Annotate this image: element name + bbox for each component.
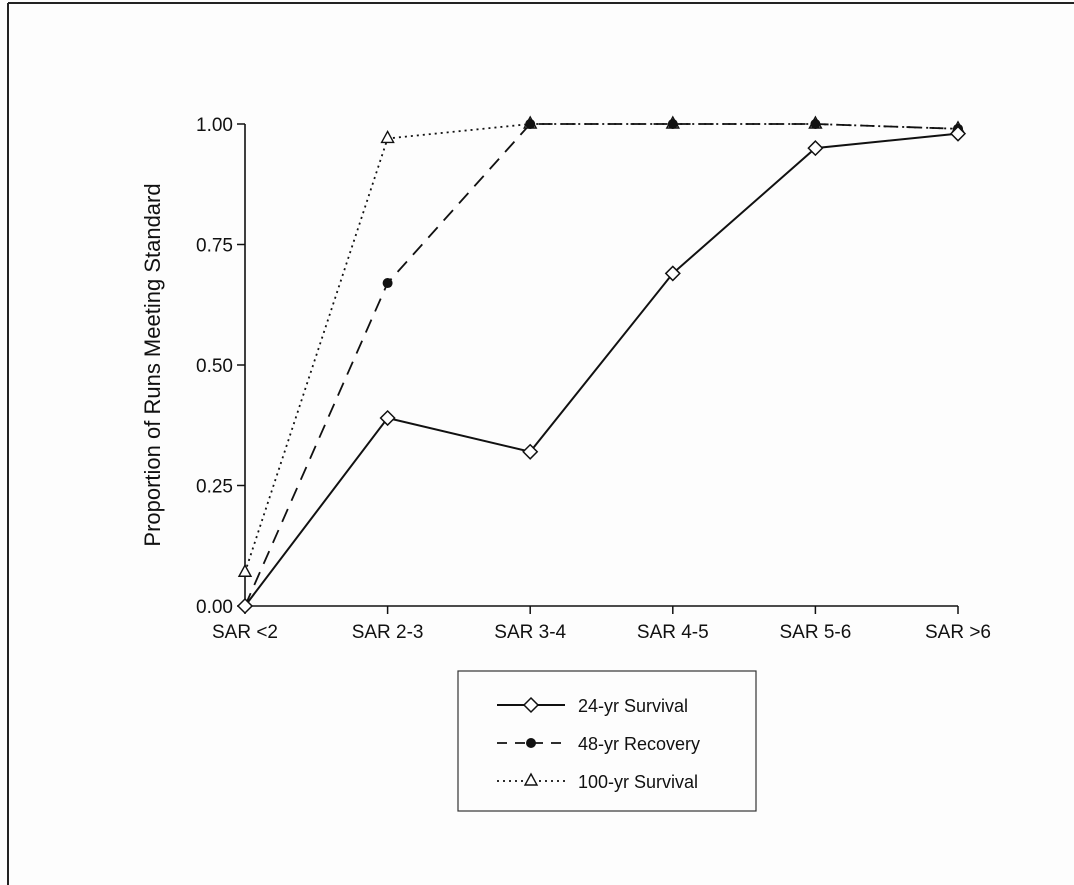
- data-point-1: [525, 119, 536, 129]
- legend-marker: [523, 772, 539, 786]
- data-point-2: [380, 129, 395, 144]
- legend: 24-yr Survival 48-yr Recovery 100-yr Survi…: [457, 670, 757, 812]
- data-point-2: [237, 563, 253, 577]
- y-axis-label: Proportion of Runs Meeting Standard: [140, 183, 165, 546]
- x-tick-label: SAR >6: [925, 622, 991, 643]
- x-ticks: SAR <2 SAR 2-3 SAR 3-4 SAR 4-5 SAR 5-6 SAR >6: [212, 606, 991, 643]
- series-markers: [236, 115, 967, 615]
- y-tick-label: 1.00: [196, 115, 233, 136]
- x-tick-label: SAR <2: [212, 622, 278, 643]
- data-point-0: [236, 597, 254, 615]
- legend-label: 48-yr Recovery: [578, 734, 700, 754]
- y-tick-label: 0.50: [196, 356, 233, 377]
- series-line-2: [244, 123, 959, 573]
- data-point-1: [382, 278, 393, 289]
- x-tick-label: SAR 3-4: [494, 622, 566, 643]
- y-tick-label: 0.00: [196, 597, 233, 618]
- legend-marker: [526, 738, 536, 748]
- legend-label: 100-yr Survival: [578, 772, 698, 792]
- data-point-0: [379, 409, 396, 427]
- data-point-1: [667, 119, 678, 129]
- series-lines: [244, 123, 959, 607]
- data-point-0: [522, 443, 539, 460]
- series-line-0: [244, 132, 959, 607]
- data-point-0: [949, 125, 967, 142]
- x-tick-label: SAR 5-6: [779, 622, 851, 643]
- legend-items: 24-yr Survival 48-yr Recovery 100-yr Survi…: [497, 696, 700, 792]
- legend-box: [457, 670, 757, 812]
- legend-marker: [522, 696, 540, 714]
- legend-label: 24-yr Survival: [578, 696, 688, 716]
- data-point-1: [810, 119, 821, 129]
- x-tick-label: SAR 2-3: [352, 622, 424, 643]
- y-tick-label: 0.25: [196, 477, 233, 498]
- y-tick-label: 0.75: [196, 236, 233, 257]
- data-point-0: [664, 265, 681, 282]
- data-point-0: [807, 140, 824, 157]
- series-line-1: [244, 123, 959, 607]
- y-ticks: 0.00 0.25 0.50 0.75 1.00: [196, 115, 245, 618]
- x-tick-label: SAR 4-5: [637, 622, 709, 643]
